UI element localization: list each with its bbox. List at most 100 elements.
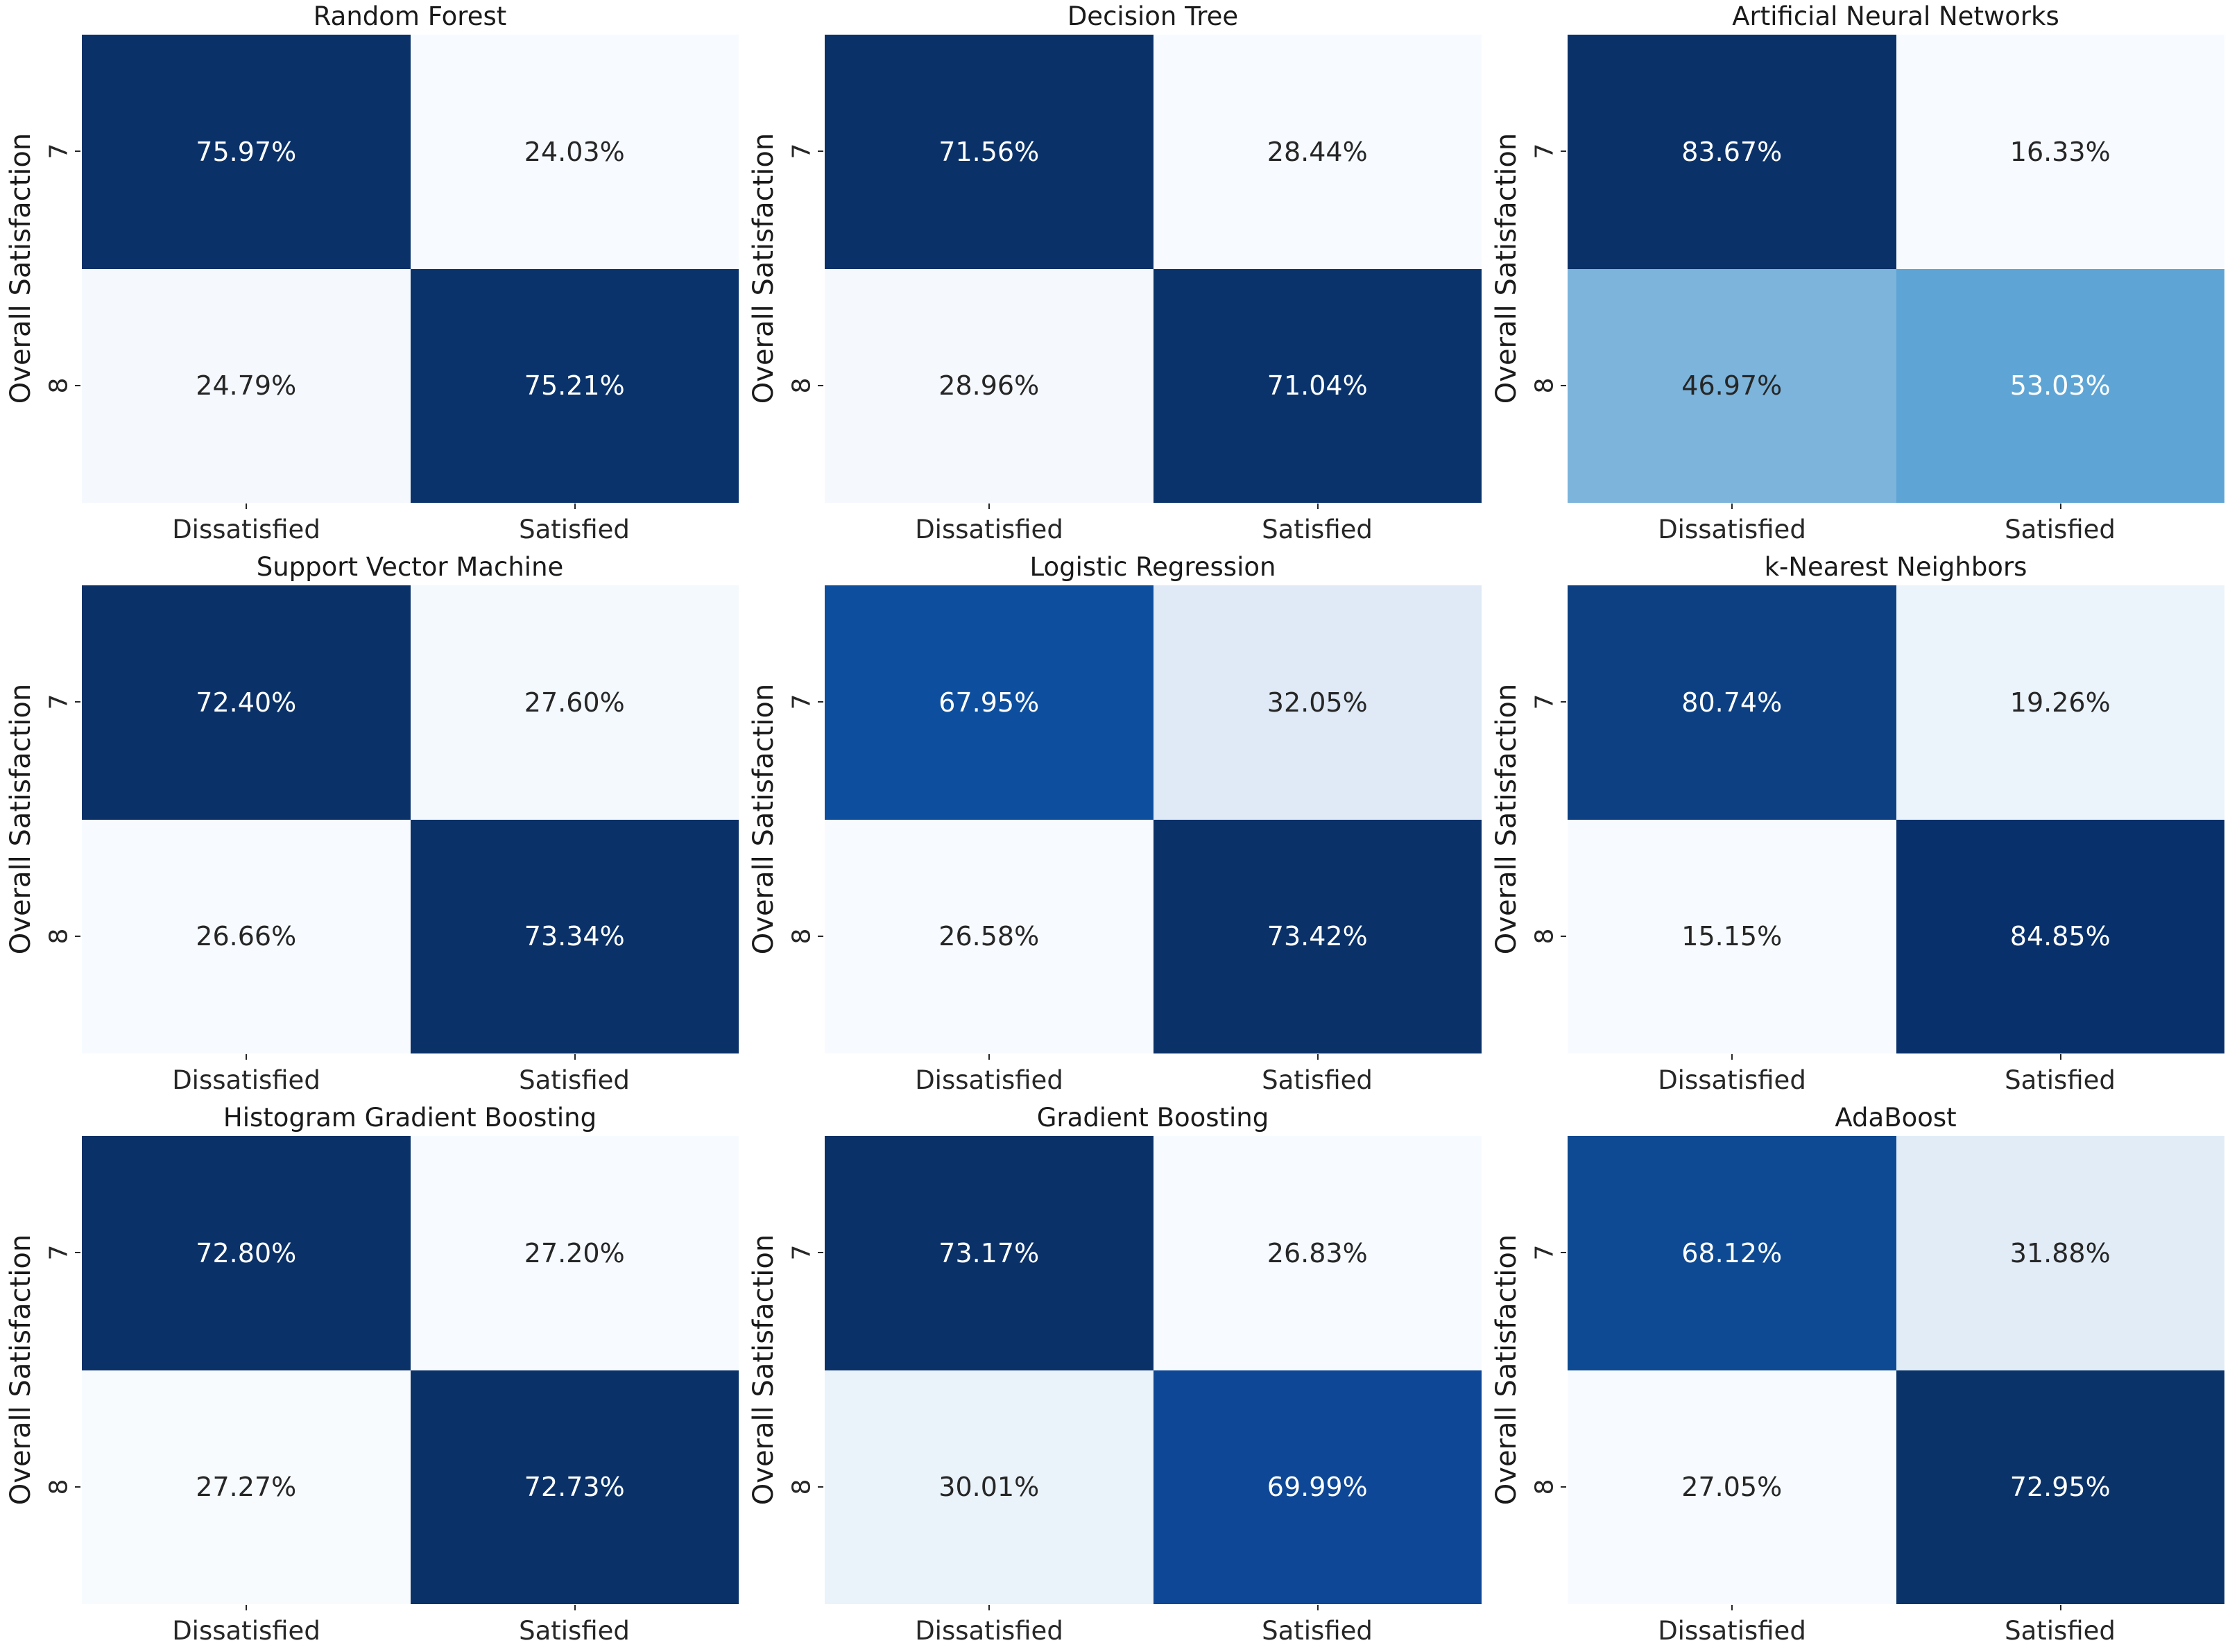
x-tick-label-dissatisfied: Dissatisfied bbox=[915, 1616, 1063, 1646]
y-tick-mark bbox=[818, 936, 823, 937]
panel-title: Support Vector Machine bbox=[256, 552, 564, 582]
y-axis-label: Overall Satisfaction bbox=[5, 683, 37, 955]
x-tick-mark bbox=[246, 1605, 247, 1610]
heatmap-cell: 15.15% bbox=[1568, 819, 1896, 1053]
x-tick-label-satisfied: Satisfied bbox=[2005, 1065, 2116, 1095]
heatmap-cell: 26.66% bbox=[82, 819, 411, 1053]
y-tick-mark bbox=[818, 1486, 823, 1488]
heatmap-cell: 73.42% bbox=[1153, 819, 1482, 1053]
y-tick-label-8: 8 bbox=[44, 928, 74, 945]
heatmap-grid: 72.40% 27.60% 26.66% 73.34% bbox=[82, 585, 739, 1053]
heatmap-cell: 80.74% bbox=[1568, 585, 1896, 820]
y-tick-mark bbox=[75, 385, 80, 386]
panel-logistic-regression: Logistic Regression Overall Satisfaction 7… bbox=[743, 551, 1486, 1101]
x-tick-mark bbox=[2060, 1605, 2061, 1610]
heatmap-cell: 24.79% bbox=[82, 268, 411, 503]
y-tick-mark bbox=[818, 701, 823, 703]
x-tick-label-dissatisfied: Dissatisfied bbox=[1658, 515, 1806, 544]
x-tick-mark bbox=[574, 1605, 576, 1610]
heatmap-cell: 26.58% bbox=[825, 819, 1153, 1053]
y-tick-label-8: 8 bbox=[787, 377, 816, 394]
heatmap-cell: 68.12% bbox=[1568, 1136, 1896, 1370]
y-tick-label-8: 8 bbox=[1530, 1479, 1559, 1495]
heatmap-grid: 71.56% 28.44% 28.96% 71.04% bbox=[825, 35, 1482, 503]
heatmap-cell: 16.33% bbox=[1896, 35, 2224, 269]
heatmap-cell: 72.80% bbox=[82, 1136, 411, 1370]
y-tick-mark bbox=[75, 1486, 80, 1488]
heatmap-cell: 71.04% bbox=[1153, 268, 1482, 503]
heatmap-cell: 27.20% bbox=[410, 1136, 739, 1370]
y-tick-mark bbox=[1561, 701, 1566, 703]
x-tick-mark bbox=[574, 1054, 576, 1060]
y-tick-label-7: 7 bbox=[1530, 143, 1559, 160]
y-tick-label-7: 7 bbox=[1530, 1244, 1559, 1261]
x-tick-label-dissatisfied: Dissatisfied bbox=[1658, 1616, 1806, 1646]
heatmap-cell: 27.60% bbox=[410, 585, 739, 820]
x-tick-mark bbox=[574, 504, 576, 509]
y-tick-mark bbox=[818, 1252, 823, 1253]
panel-support-vector-machine: Support Vector Machine Overall Satisfacti… bbox=[0, 551, 743, 1101]
y-tick-label-7: 7 bbox=[44, 1244, 74, 1261]
y-tick-label-8: 8 bbox=[1530, 377, 1559, 394]
heatmap-cell: 30.01% bbox=[825, 1370, 1153, 1604]
x-tick-label-satisfied: Satisfied bbox=[1262, 1616, 1373, 1646]
x-tick-mark bbox=[1731, 1054, 1733, 1060]
panel-title: Artificial Neural Networks bbox=[1732, 1, 2059, 31]
x-tick-mark bbox=[988, 1605, 990, 1610]
x-tick-mark bbox=[1317, 1605, 1319, 1610]
y-tick-mark bbox=[1561, 150, 1566, 152]
x-tick-mark bbox=[246, 504, 247, 509]
y-axis-label: Overall Satisfaction bbox=[748, 683, 780, 955]
y-axis-label: Overall Satisfaction bbox=[5, 1234, 37, 1506]
y-tick-mark bbox=[75, 936, 80, 937]
x-tick-mark bbox=[2060, 1054, 2061, 1060]
heatmap-cell: 75.21% bbox=[410, 268, 739, 503]
heatmap-grid: 80.74% 19.26% 15.15% 84.85% bbox=[1568, 585, 2224, 1053]
x-tick-label-satisfied: Satisfied bbox=[2005, 515, 2116, 544]
x-tick-mark bbox=[1731, 504, 1733, 509]
panel-adaboost: AdaBoost Overall Satisfaction 7 8 68.12% 31.8… bbox=[1486, 1101, 2229, 1652]
y-axis-label: Overall Satisfaction bbox=[748, 1234, 780, 1506]
heatmap-cell: 72.40% bbox=[82, 585, 411, 820]
heatmap-cell: 75.97% bbox=[82, 35, 411, 269]
heatmap-cell: 67.95% bbox=[825, 585, 1153, 820]
panel-random-forest: Random Forest Overall Satisfaction 7 8 75.97… bbox=[0, 0, 743, 551]
heatmap-cell: 28.44% bbox=[1153, 35, 1482, 269]
y-tick-mark bbox=[75, 701, 80, 703]
heatmap-cell: 84.85% bbox=[1896, 819, 2224, 1053]
panel-title: Histogram Gradient Boosting bbox=[223, 1103, 597, 1133]
panel-title: Logistic Regression bbox=[1029, 552, 1276, 582]
x-tick-label-satisfied: Satisfied bbox=[1262, 1065, 1373, 1095]
y-tick-label-7: 7 bbox=[787, 143, 816, 160]
heatmap-cell: 71.56% bbox=[825, 35, 1153, 269]
heatmap-grid: 73.17% 26.83% 30.01% 69.99% bbox=[825, 1136, 1482, 1604]
y-tick-label-7: 7 bbox=[787, 694, 816, 710]
x-tick-mark bbox=[1317, 1054, 1319, 1060]
x-tick-mark bbox=[1317, 504, 1319, 509]
y-tick-label-7: 7 bbox=[44, 143, 74, 160]
heatmap-cell: 83.67% bbox=[1568, 35, 1896, 269]
heatmap-grid: 68.12% 31.88% 27.05% 72.95% bbox=[1568, 1136, 2224, 1604]
x-tick-mark bbox=[1731, 1605, 1733, 1610]
heatmap-cell: 24.03% bbox=[410, 35, 739, 269]
heatmap-cell: 69.99% bbox=[1153, 1370, 1482, 1604]
x-tick-mark bbox=[246, 1054, 247, 1060]
heatmap-cell: 72.73% bbox=[410, 1370, 739, 1604]
x-tick-label-satisfied: Satisfied bbox=[519, 515, 630, 544]
x-tick-mark bbox=[988, 504, 990, 509]
y-tick-label-8: 8 bbox=[787, 928, 816, 945]
y-tick-label-8: 8 bbox=[1530, 928, 1559, 945]
x-tick-label-dissatisfied: Dissatisfied bbox=[172, 1065, 320, 1095]
heatmap-cell: 72.95% bbox=[1896, 1370, 2224, 1604]
x-tick-mark bbox=[2060, 504, 2061, 509]
y-tick-label-7: 7 bbox=[787, 1244, 816, 1261]
y-tick-mark bbox=[1561, 936, 1566, 937]
panel-title: Decision Tree bbox=[1067, 1, 1239, 31]
panel-artificial-neural-networks: Artificial Neural Networks Overall Satisf… bbox=[1486, 0, 2229, 551]
heatmap-grid: 83.67% 16.33% 46.97% 53.03% bbox=[1568, 35, 2224, 503]
heatmap-cell: 31.88% bbox=[1896, 1136, 2224, 1370]
y-axis-label: Overall Satisfaction bbox=[748, 132, 780, 404]
x-tick-label-dissatisfied: Dissatisfied bbox=[915, 1065, 1063, 1095]
x-tick-label-satisfied: Satisfied bbox=[519, 1065, 630, 1095]
